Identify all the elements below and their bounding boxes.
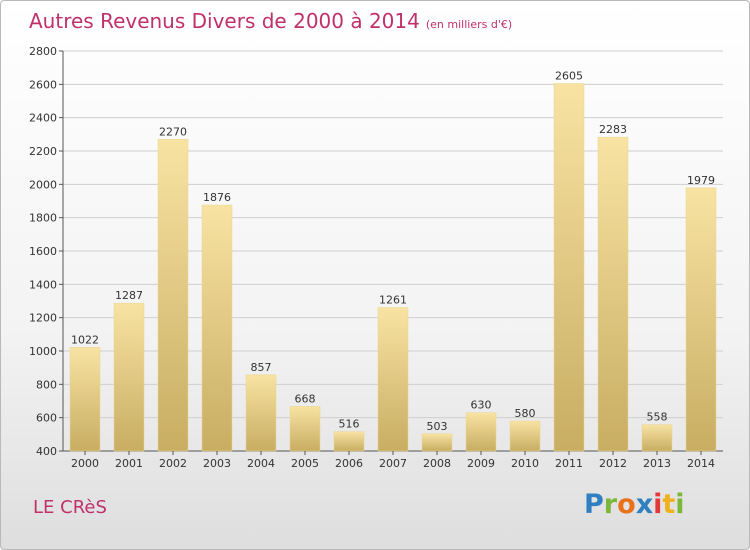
bar-value-label: 2270 — [159, 125, 187, 138]
x-tick-label: 2005 — [291, 457, 319, 470]
x-tick-label: 2009 — [467, 457, 495, 470]
bar-value-label: 580 — [515, 407, 536, 420]
y-tick-label: 1600 — [29, 245, 57, 258]
bar-value-label: 630 — [471, 399, 492, 412]
x-tick-label: 2007 — [379, 457, 407, 470]
y-tick-label: 1200 — [29, 312, 57, 325]
logo-letter: r — [603, 489, 618, 520]
x-tick-label: 2014 — [687, 457, 715, 470]
bar-value-label: 1022 — [71, 333, 99, 346]
bar-value-label: 2283 — [599, 123, 627, 136]
bar — [69, 347, 101, 452]
bar — [553, 83, 585, 452]
chart-title: Autres Revenus Divers de 2000 à 2014 (en … — [29, 9, 513, 33]
y-tick-label: 1800 — [29, 212, 57, 225]
bar — [377, 307, 409, 452]
y-tick-label: 600 — [36, 412, 57, 425]
bar-value-label: 1261 — [379, 294, 407, 307]
y-tick-label: 2600 — [29, 78, 57, 91]
logo-letter: P — [584, 489, 604, 520]
y-tick-label: 2800 — [29, 45, 57, 58]
bar — [157, 139, 189, 452]
bar-value-label: 2605 — [555, 70, 583, 83]
x-tick-label: 2001 — [115, 457, 143, 470]
y-tick-label: 2400 — [29, 112, 57, 125]
bar-value-label: 516 — [339, 418, 360, 431]
logo-letter: i — [653, 489, 663, 520]
bar — [201, 204, 233, 452]
bar — [113, 302, 145, 452]
bar-value-label: 1287 — [115, 289, 143, 302]
bar — [333, 431, 365, 452]
bar-value-label: 857 — [251, 361, 272, 374]
bar — [465, 412, 497, 452]
logo-letter: o — [617, 489, 636, 520]
city-label: LE CRèS — [33, 497, 107, 518]
y-tick-label: 400 — [36, 445, 57, 458]
logo-letter: i — [675, 489, 685, 520]
x-tick-label: 2010 — [511, 457, 539, 470]
bar-value-label: 558 — [647, 411, 668, 424]
proxiti-logo: Proxiti — [584, 489, 685, 520]
chart-subtitle: (en milliers d'€) — [425, 18, 513, 31]
y-tick-label: 2000 — [29, 178, 57, 191]
bar — [289, 406, 321, 452]
logo-letter: t — [662, 489, 676, 520]
bar — [421, 433, 453, 452]
x-tick-label: 2002 — [159, 457, 187, 470]
y-tick-label: 1000 — [29, 345, 57, 358]
bar — [245, 374, 277, 452]
y-tick-label: 1400 — [29, 278, 57, 291]
x-tick-label: 2003 — [203, 457, 231, 470]
bar-value-label: 1876 — [203, 191, 231, 204]
x-tick-label: 2006 — [335, 457, 363, 470]
x-tick-label: 2008 — [423, 457, 451, 470]
x-tick-label: 2013 — [643, 457, 671, 470]
x-tick-label: 2011 — [555, 457, 583, 470]
bar — [597, 136, 629, 452]
bar — [641, 424, 673, 452]
x-tick-label: 2012 — [599, 457, 627, 470]
bar — [685, 187, 717, 452]
y-tick-label: 2200 — [29, 145, 57, 158]
bar — [509, 420, 541, 452]
bar-value-label: 1979 — [687, 174, 715, 187]
logo-letter: x — [635, 489, 654, 520]
x-tick-label: 2000 — [71, 457, 99, 470]
bar-value-label: 668 — [295, 392, 316, 405]
x-tick-label: 2004 — [247, 457, 275, 470]
y-tick-label: 800 — [36, 378, 57, 391]
bar-value-label: 503 — [427, 420, 448, 433]
